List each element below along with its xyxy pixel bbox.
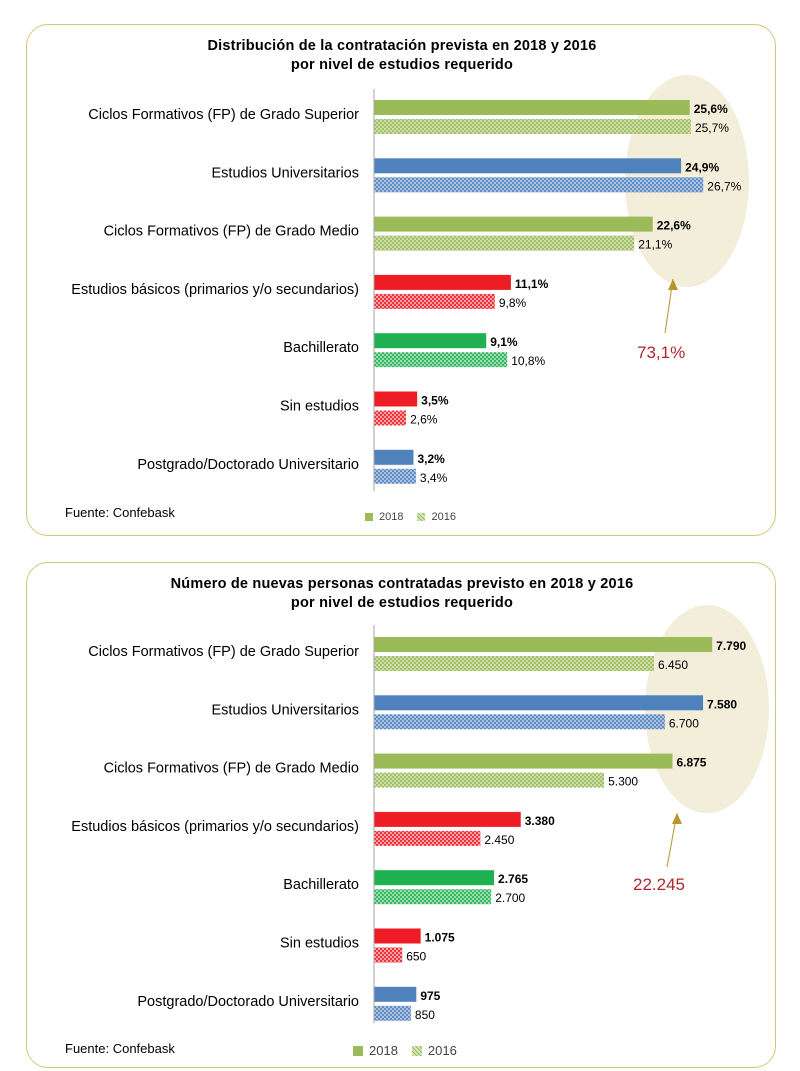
highlight-ellipse — [645, 605, 769, 813]
chart-legend: 2018 2016 — [365, 511, 464, 523]
bar-2016 — [374, 656, 655, 671]
highlight-total: 22.245 — [633, 875, 685, 894]
bar-2018 — [374, 870, 495, 886]
data-label-2018: 1.075 — [425, 931, 455, 945]
chart-title-line2: por nivel de estudios requerido — [290, 595, 514, 611]
chart-title-line2: por nivel de estudios requerido — [290, 57, 514, 73]
data-label-2016: 850 — [415, 1008, 435, 1022]
category-label: Postgrado/Doctorado Universitario — [137, 994, 359, 1010]
category-label: Ciclos Formativos (FP) de Grado Medio — [104, 224, 359, 240]
chart-panel-numero: Número de nuevas personas contratadas pr… — [26, 562, 776, 1068]
data-label-2018: 7.580 — [707, 697, 737, 711]
chart-title-line1: Número de nuevas personas contratadas pr… — [170, 576, 634, 592]
category-label: Estudios básicos (primarios y/o secundar… — [71, 819, 359, 835]
bar-2016 — [374, 235, 635, 251]
bar-chart: Ciclos Formativos (FP) de Grado Superior… — [71, 605, 769, 1023]
bar-2016 — [374, 889, 492, 905]
data-label-2016: 2,6% — [410, 413, 438, 427]
data-label-2018: 2.765 — [498, 872, 528, 886]
data-label-2018: 3.380 — [525, 814, 555, 828]
bar-2018 — [374, 216, 653, 232]
category-label: Postgrado/Doctorado Universitario — [137, 457, 359, 473]
legend-swatch-2018 — [353, 1045, 363, 1056]
bar-2018 — [374, 695, 704, 711]
category-label: Sin estudios — [280, 399, 359, 415]
bar-2016 — [374, 352, 508, 368]
category-label: Ciclos Formativos (FP) de Grado Medio — [104, 761, 359, 777]
legend-label-2018: 2018 — [379, 511, 404, 523]
bar-2016 — [374, 468, 416, 484]
chart-source: Fuente: Confebask — [65, 505, 175, 520]
legend-swatch-2016 — [417, 513, 426, 521]
chart-panel-distribucion: Distribución de la contratación prevista… — [26, 24, 776, 536]
bar-2016 — [374, 177, 704, 193]
bar-2016 — [374, 714, 665, 730]
data-label-2016: 25,7% — [695, 121, 729, 135]
data-label-2016: 2.700 — [495, 891, 525, 905]
category-label: Bachillerato — [283, 877, 359, 893]
bar-2018 — [374, 753, 673, 769]
data-label-2016: 3,4% — [420, 471, 448, 485]
highlight-arrow-head — [672, 813, 682, 824]
bar-2016 — [374, 772, 605, 788]
bar-2018 — [374, 274, 511, 290]
legend-label-2016: 2016 — [431, 511, 456, 523]
category-label: Estudios Universitarios — [212, 702, 359, 718]
highlight-arrow-head — [668, 279, 678, 290]
category-label: Ciclos Formativos (FP) de Grado Superior — [88, 644, 359, 660]
data-label-2018: 25,6% — [694, 102, 728, 116]
category-label: Ciclos Formativos (FP) de Grado Superior — [88, 107, 359, 123]
bar-2016 — [374, 410, 407, 426]
bar-2018 — [374, 100, 690, 115]
data-label-2018: 9,1% — [490, 335, 518, 349]
category-label: Estudios básicos (primarios y/o secundar… — [71, 282, 359, 298]
data-label-2018: 7.790 — [716, 639, 746, 653]
chart-title: Distribución de la contratación prevista… — [27, 37, 777, 75]
chart-title: Número de nuevas personas contratadas pr… — [27, 575, 777, 613]
bar-2016 — [374, 119, 691, 134]
data-label-2018: 6.875 — [676, 756, 706, 770]
highlight-total: 73,1% — [637, 343, 686, 362]
bar-2018 — [374, 928, 421, 944]
chart-source: Fuente: Confebask — [65, 1041, 175, 1056]
bar-2018 — [374, 811, 521, 827]
category-label: Bachillerato — [283, 340, 359, 356]
bar-2018 — [374, 333, 487, 349]
category-label: Estudios Universitarios — [212, 165, 359, 181]
bar-2018 — [374, 449, 414, 465]
data-label-2018: 11,1% — [515, 277, 549, 291]
chart-title-line1: Distribución de la contratación prevista… — [207, 38, 597, 54]
data-label-2016: 5.300 — [608, 775, 638, 789]
bar-2016 — [374, 830, 481, 846]
legend-label-2018: 2018 — [369, 1043, 398, 1058]
category-label: Sin estudios — [280, 936, 359, 952]
legend-label-2016: 2016 — [427, 1043, 457, 1058]
bar-2016 — [374, 293, 495, 309]
bar-2016 — [374, 1005, 411, 1021]
data-label-2016: 10,8% — [511, 354, 545, 368]
data-label-2018: 24,9% — [685, 160, 719, 174]
data-label-2018: 3,2% — [417, 452, 445, 466]
bar-2018 — [374, 391, 418, 407]
data-label-2016: 26,7% — [707, 179, 741, 193]
bar-2018 — [374, 986, 417, 1002]
bar-2018 — [374, 637, 713, 652]
bar-2018 — [374, 158, 682, 174]
bar-chart: Ciclos Formativos (FP) de Grado Superior… — [71, 75, 749, 491]
legend-swatch-2016 — [411, 1045, 422, 1056]
data-label-2018: 975 — [420, 989, 440, 1003]
legend-swatch-2018 — [365, 513, 373, 521]
bar-2016 — [374, 947, 403, 963]
data-label-2016: 9,8% — [499, 296, 527, 310]
data-label-2016: 6.700 — [669, 716, 699, 730]
data-label-2016: 21,1% — [638, 238, 672, 252]
data-label-2016: 650 — [406, 950, 426, 964]
chart-legend: 2018 2016 — [353, 1043, 465, 1058]
data-label-2018: 3,5% — [421, 394, 449, 408]
data-label-2016: 2.450 — [484, 833, 514, 847]
data-label-2016: 6.450 — [658, 658, 688, 672]
data-label-2018: 22,6% — [657, 219, 691, 233]
